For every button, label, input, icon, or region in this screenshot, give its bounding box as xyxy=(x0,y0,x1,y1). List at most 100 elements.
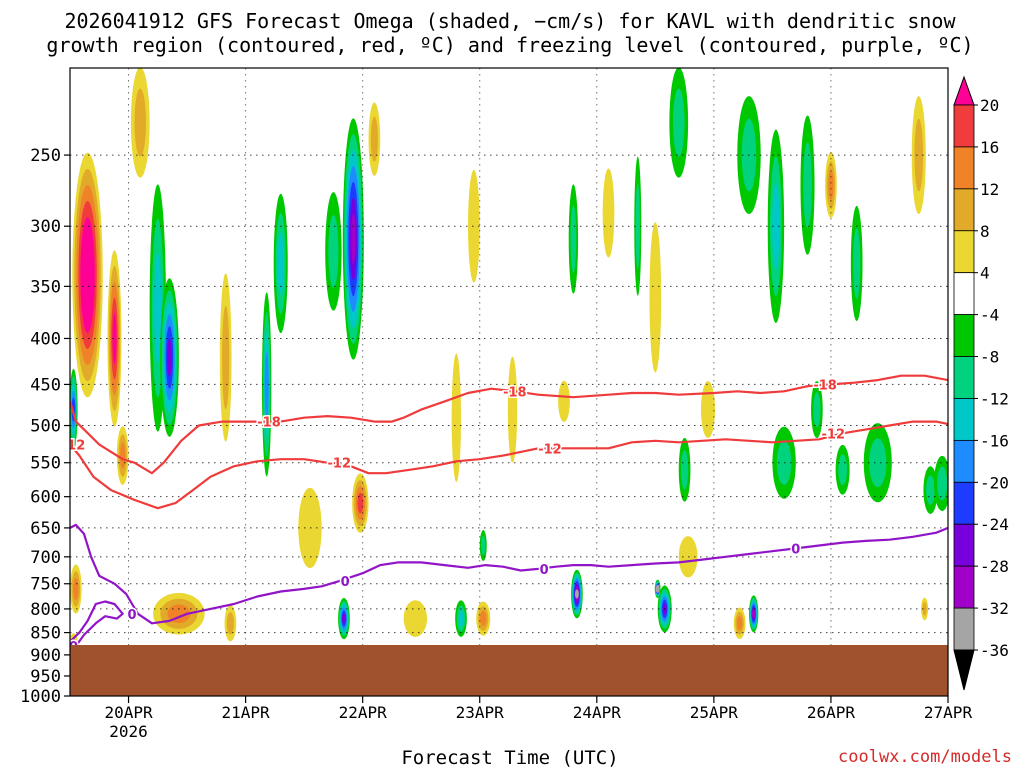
y-tick-label: 550 xyxy=(30,454,61,474)
contour-label: 0 xyxy=(791,542,800,557)
y-tick-label: 250 xyxy=(30,146,61,166)
contour-label: -18 xyxy=(503,385,527,400)
omega-cell xyxy=(649,222,662,373)
omega-cell xyxy=(153,592,205,635)
omega-cell xyxy=(911,96,926,215)
omega-cell xyxy=(130,68,150,178)
omega-cell xyxy=(507,356,518,463)
x-tick-label: 27APR xyxy=(924,703,973,722)
colorbar-label: -16 xyxy=(980,431,1009,450)
y-tick-label: 850 xyxy=(30,624,61,644)
colorbar-bin xyxy=(953,104,975,148)
contour-label: -12 xyxy=(62,439,86,454)
contour-label: -12 xyxy=(538,442,562,457)
y-tick-label: 700 xyxy=(30,548,61,568)
omega-cell xyxy=(634,156,642,296)
colorbar-bin xyxy=(953,146,975,190)
x-tick-label: 21APR xyxy=(222,703,271,722)
omega-cell xyxy=(669,68,689,178)
freezing-level-contour-line xyxy=(70,523,948,625)
x-axis-label: Forecast Time (UTC) xyxy=(401,747,618,768)
omega-cell xyxy=(116,426,129,485)
omega-cell xyxy=(811,381,823,439)
omega-cell xyxy=(468,169,480,283)
y-tick-label: 350 xyxy=(30,277,61,297)
x-tick-label: 24APR xyxy=(573,703,622,722)
omega-cell xyxy=(455,600,467,637)
colorbar-label: -36 xyxy=(980,641,1009,660)
y-tick-label: 500 xyxy=(30,417,61,437)
x-tick-label: 23APR xyxy=(456,703,505,722)
omega-cell xyxy=(219,273,232,442)
colorbar-label: -20 xyxy=(980,473,1009,492)
omega-cell xyxy=(479,530,487,561)
colorbar-bin xyxy=(953,565,975,609)
colorbar-label: -32 xyxy=(980,599,1009,618)
y-tick-label: 650 xyxy=(30,519,61,539)
omega-cell xyxy=(654,579,661,599)
y-tick-label: 950 xyxy=(30,667,61,687)
omega-cell xyxy=(224,605,237,642)
omega-cell xyxy=(933,455,948,512)
colorbar-top-triangle xyxy=(953,75,975,106)
colorbar-label: 16 xyxy=(980,138,999,157)
omega-cell xyxy=(298,487,322,569)
chart-title-line-2: growth region (contoured, red, ºC) and f… xyxy=(46,33,973,57)
omega-cell xyxy=(767,129,785,323)
colorbar-label: 4 xyxy=(980,264,990,283)
colorbar-label: -12 xyxy=(980,389,1009,408)
x-tick-label: 20APR xyxy=(104,703,153,722)
y-tick-label: 400 xyxy=(30,329,61,349)
contour-label: -18 xyxy=(813,378,837,393)
x-tick-label: 22APR xyxy=(339,703,388,722)
y-tick-label: 750 xyxy=(30,575,61,595)
y-tick-label: 450 xyxy=(30,375,61,395)
x-tick-label: 26APR xyxy=(807,703,856,722)
chart-title-line-1: 2026041912 GFS Forecast Omega (shaded, −… xyxy=(64,9,956,33)
omega-cell xyxy=(70,564,82,614)
colorbar-label: 20 xyxy=(980,96,999,115)
omega-cell xyxy=(850,205,863,321)
dgz-contour-line xyxy=(70,420,948,510)
colorbar-bottom-triangle xyxy=(953,649,975,691)
colorbar-bin xyxy=(953,314,975,357)
plot-area: -18-18-18-12-12-12-1200000 xyxy=(62,67,949,697)
ground-surface xyxy=(70,645,948,696)
omega-cell xyxy=(72,152,103,398)
y-tick-label: 900 xyxy=(30,646,61,666)
colorbar-bin xyxy=(953,356,975,399)
omega-cell xyxy=(835,444,850,495)
contour-label: -18 xyxy=(257,416,281,431)
contour-label: 0 xyxy=(128,608,137,623)
x-tick-year-label: 2026 xyxy=(109,722,148,741)
contour-label: -12 xyxy=(328,457,352,472)
omega-cell xyxy=(863,423,892,503)
colorbar-label: -4 xyxy=(980,306,999,325)
omega-cell xyxy=(923,466,938,514)
colorbar-bin xyxy=(953,523,975,567)
omega-cell xyxy=(368,102,381,176)
colorbar-bin xyxy=(953,439,975,483)
omega-cell xyxy=(476,601,491,636)
omega-cell xyxy=(825,152,837,219)
omega-cell xyxy=(338,597,350,640)
y-tick-label: 1000 xyxy=(20,687,61,707)
omega-cell xyxy=(733,607,746,640)
dgz-contour-line xyxy=(70,374,948,475)
credit-text: coolwx.com/models xyxy=(838,747,1012,767)
omega-cell xyxy=(273,193,288,334)
omega-cell xyxy=(160,278,179,437)
colorbar-bin xyxy=(953,188,975,232)
omega-cell xyxy=(700,381,716,439)
contour-label: 0 xyxy=(341,575,350,590)
contour-label: 0 xyxy=(540,563,549,578)
colorbar-label: -28 xyxy=(980,557,1009,576)
y-tick-label: 300 xyxy=(30,217,61,237)
omega-cell xyxy=(568,184,579,294)
colorbar: 20 16 12 8 4 -4 -8 -12 -16 -20 -24 -28 -32 -36 xyxy=(953,75,1009,691)
colorbar-bin xyxy=(953,607,975,651)
x-tick-label: 25APR xyxy=(690,703,739,722)
contour-label: -12 xyxy=(822,427,846,442)
omega-cell xyxy=(403,600,428,637)
